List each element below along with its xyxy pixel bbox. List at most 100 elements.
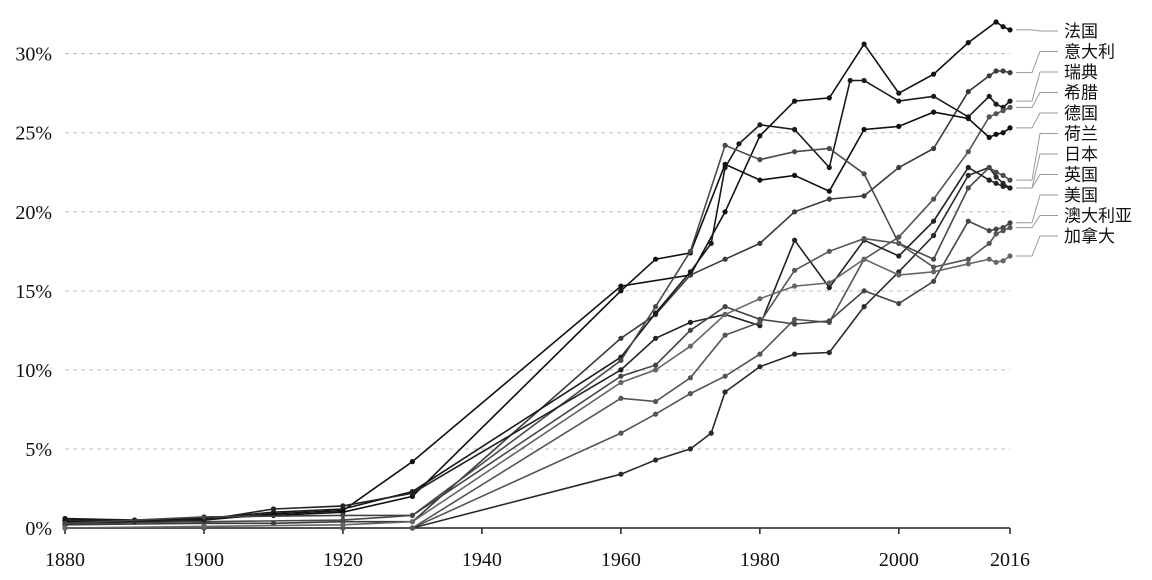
series-lines [62, 19, 1013, 531]
data-point [826, 248, 832, 254]
y-tick-label: 25% [15, 123, 52, 145]
x-tick-label: 1900 [184, 549, 224, 571]
data-point [861, 41, 867, 47]
data-point [993, 259, 999, 265]
legend-leader-line [1016, 92, 1058, 108]
series-line [64, 144, 1011, 525]
data-point [826, 164, 832, 171]
data-point [792, 172, 798, 178]
x-tick-label: 1880 [45, 549, 85, 571]
data-point [993, 101, 999, 107]
data-point [736, 141, 742, 147]
data-point [757, 296, 763, 302]
data-point [722, 332, 728, 338]
data-point [792, 321, 798, 327]
data-point [792, 283, 798, 289]
data-point [965, 172, 971, 178]
data-point [986, 73, 992, 79]
data-point [792, 267, 798, 273]
data-point [409, 512, 415, 519]
legend-label: 日本 [1064, 145, 1098, 165]
data-point [653, 256, 659, 262]
series-line [64, 70, 1011, 526]
data-point [409, 525, 415, 531]
legend-leader-line [1016, 51, 1058, 74]
data-point [986, 164, 992, 171]
legend-leader-line [1016, 235, 1058, 257]
series-5 [62, 164, 1013, 531]
data-point [993, 68, 999, 74]
data-point [931, 145, 937, 152]
data-point [1000, 24, 1006, 30]
x-tick-label: 1960 [601, 549, 641, 571]
data-point [826, 349, 832, 356]
data-point [826, 318, 832, 324]
data-point [618, 288, 624, 294]
data-point [931, 256, 937, 262]
data-point [792, 149, 798, 155]
legend-label: 希腊 [1064, 84, 1098, 104]
x-tick-label: 1980 [740, 549, 780, 571]
data-point [1007, 253, 1013, 259]
legend-label: 意大利 [1064, 43, 1115, 63]
data-point [618, 283, 624, 289]
data-point [409, 519, 415, 525]
data-point [861, 77, 867, 84]
data-point [861, 193, 867, 199]
legend-label: 英国 [1064, 166, 1098, 186]
data-point [618, 357, 624, 363]
data-point [722, 161, 728, 167]
data-point [340, 503, 346, 509]
data-point [826, 285, 832, 291]
data-point [931, 218, 937, 224]
data-point [653, 411, 659, 417]
data-point [931, 109, 937, 115]
grid-lines [65, 53, 1010, 450]
data-point [618, 367, 624, 373]
series-line [64, 255, 1011, 529]
data-point [931, 278, 937, 284]
data-point [722, 142, 728, 148]
legend-leader-line [1016, 29, 1058, 32]
data-point [896, 300, 902, 307]
data-point [270, 520, 277, 526]
data-point [757, 240, 763, 246]
series-6 [62, 142, 1013, 526]
data-point [618, 373, 624, 379]
data-point [986, 256, 992, 262]
x-tick-label: 1940 [462, 549, 502, 571]
data-point [986, 177, 992, 183]
data-point [722, 311, 728, 318]
data-point [792, 209, 798, 215]
data-point [965, 164, 971, 171]
data-point [722, 209, 728, 215]
legend-leader-line [1016, 194, 1058, 224]
data-point [792, 126, 798, 133]
data-point [653, 367, 659, 373]
data-point [1007, 27, 1013, 33]
data-point [618, 379, 624, 386]
data-point [986, 228, 992, 234]
data-point [931, 196, 937, 202]
data-point [826, 95, 832, 101]
data-point [1007, 104, 1013, 110]
data-point [757, 122, 763, 128]
legend-leader-line [1016, 112, 1058, 129]
data-point [896, 272, 902, 278]
data-point [792, 316, 798, 322]
data-point [896, 164, 902, 171]
data-point [792, 98, 798, 104]
data-point [965, 185, 971, 191]
data-point [722, 256, 728, 262]
legend-label: 瑞典 [1064, 63, 1098, 83]
data-point [1007, 220, 1013, 226]
data-point [62, 525, 68, 531]
data-point [965, 261, 971, 267]
data-point [687, 375, 694, 381]
series-line [65, 106, 1011, 529]
data-point [861, 256, 867, 262]
x-tick-label: 1920 [323, 549, 363, 571]
legend-leader-line [1016, 71, 1058, 102]
legend-leader-line [1016, 174, 1058, 189]
legend-label: 法国 [1064, 22, 1098, 42]
